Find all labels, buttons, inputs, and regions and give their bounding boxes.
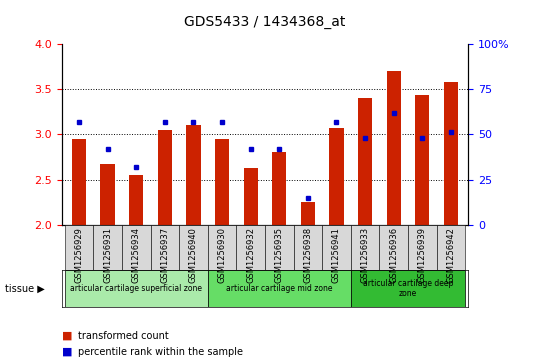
Text: GSM1256941: GSM1256941 <box>332 227 341 283</box>
Text: GSM1256935: GSM1256935 <box>275 227 284 284</box>
Bar <box>408 225 437 270</box>
Bar <box>101 164 115 225</box>
Bar <box>379 225 408 270</box>
Bar <box>386 71 401 225</box>
Bar <box>244 168 258 225</box>
Text: GSM1256942: GSM1256942 <box>447 227 455 283</box>
Text: percentile rank within the sample: percentile rank within the sample <box>78 347 243 357</box>
Text: articular cartilage superficial zone: articular cartilage superficial zone <box>70 284 202 293</box>
Text: GSM1256933: GSM1256933 <box>360 227 370 284</box>
Text: GDS5433 / 1434368_at: GDS5433 / 1434368_at <box>185 15 345 29</box>
Bar <box>329 128 344 225</box>
Bar <box>322 225 351 270</box>
Bar <box>186 125 201 225</box>
Bar <box>301 203 315 225</box>
Text: GSM1256932: GSM1256932 <box>246 227 255 284</box>
Text: GSM1256940: GSM1256940 <box>189 227 198 283</box>
Bar <box>444 82 458 225</box>
Text: GSM1256938: GSM1256938 <box>303 227 313 284</box>
Text: transformed count: transformed count <box>78 331 169 341</box>
Text: tissue ▶: tissue ▶ <box>5 284 45 294</box>
Text: ■: ■ <box>62 347 73 357</box>
Bar <box>208 225 236 270</box>
Bar <box>65 225 93 270</box>
Text: GSM1256929: GSM1256929 <box>75 227 83 283</box>
Bar <box>208 270 351 307</box>
Bar <box>415 95 429 225</box>
Bar <box>93 225 122 270</box>
Bar <box>358 98 372 225</box>
Bar <box>294 225 322 270</box>
Bar <box>72 139 86 225</box>
Bar <box>351 225 379 270</box>
Bar <box>65 270 208 307</box>
Bar <box>151 225 179 270</box>
Text: GSM1256930: GSM1256930 <box>217 227 226 284</box>
Text: articular cartilage deep
zone: articular cartilage deep zone <box>363 279 453 298</box>
Text: ■: ■ <box>62 331 73 341</box>
Bar <box>122 225 151 270</box>
Bar <box>158 130 172 225</box>
Text: GSM1256931: GSM1256931 <box>103 227 112 284</box>
Text: GSM1256937: GSM1256937 <box>160 227 169 284</box>
Text: GSM1256939: GSM1256939 <box>418 227 427 284</box>
Bar <box>265 225 294 270</box>
Bar <box>129 175 144 225</box>
Bar <box>437 225 465 270</box>
Bar <box>179 225 208 270</box>
Bar <box>272 152 286 225</box>
Text: articular cartilage mid zone: articular cartilage mid zone <box>226 284 332 293</box>
Bar <box>236 225 265 270</box>
Text: GSM1256936: GSM1256936 <box>389 227 398 284</box>
Text: GSM1256934: GSM1256934 <box>132 227 141 284</box>
Bar <box>215 139 229 225</box>
Bar <box>351 270 465 307</box>
